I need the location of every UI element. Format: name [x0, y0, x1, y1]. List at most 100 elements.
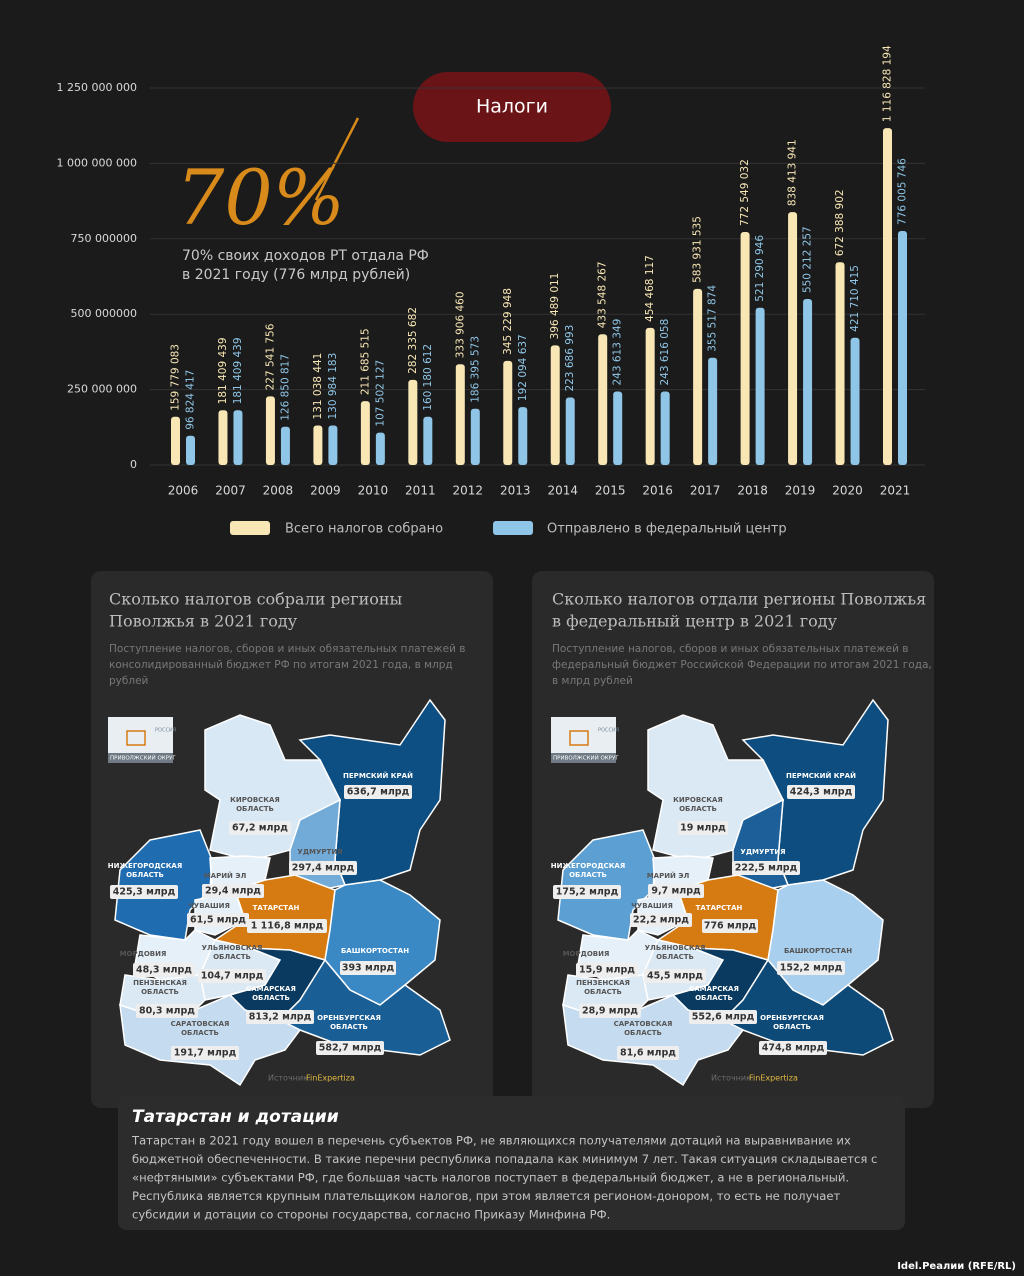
inset-caption-bg [108, 753, 173, 763]
region-value-box [198, 969, 266, 983]
region-name: САМАРСКАЯ [246, 985, 296, 993]
headline-text: 70% своих доходов РТ отдала РФ [182, 248, 429, 264]
region-value: 61,5 млрд [190, 915, 246, 926]
region-value-box [689, 1010, 757, 1024]
bar [280, 426, 290, 465]
region-name: УДМУРТИЯ [297, 848, 342, 856]
region-value-box [110, 885, 178, 899]
bar [265, 396, 275, 465]
region-name: ОБЛАСТЬ [695, 994, 733, 1002]
value-label: 126 850 817 [279, 354, 291, 421]
legend-label: Всего налогов собрано [285, 522, 443, 537]
bar-chart: 0 250 000 000 500 000000 750 000000 1 000 00… [57, 45, 925, 537]
value-label: 282 335 682 [407, 307, 419, 374]
region-name: БАШКОРТОСТАН [341, 947, 409, 955]
bar [360, 401, 370, 465]
bar [550, 345, 560, 465]
value-label: 159 779 083 [170, 344, 182, 411]
bar [708, 357, 718, 465]
note-title: Татарстан и дотации [132, 1107, 339, 1127]
region-name: УЛЬЯНОВСКАЯ [645, 944, 706, 952]
value-label: 181 409 439 [232, 337, 244, 404]
bar [755, 307, 765, 465]
bar [803, 299, 813, 465]
region-name: ОБЛАСТЬ [236, 805, 274, 813]
y-tick-label: 0 [130, 458, 137, 471]
value-label: 521 290 946 [754, 235, 766, 302]
region-value: 222,5 млрд [735, 863, 798, 874]
value-label: 838 413 941 [787, 139, 799, 206]
map-subtitle: рублей [109, 675, 148, 687]
region-value: 104,7 млрд [201, 971, 264, 982]
note-body: Татарстан в 2021 году вошел в перечень с… [131, 1134, 877, 1222]
maps: Сколько налогов собрали регионы Поволжья … [108, 590, 932, 1087]
region-name: ТАТАРСТАН [253, 904, 300, 912]
region-name: БАШКОРТОСТАН [784, 947, 852, 955]
region-value-box [187, 913, 249, 927]
region-value-box [133, 963, 195, 977]
region-name: ОБЛАСТЬ [569, 871, 607, 879]
bar [883, 128, 892, 465]
value-label: 1 116 828 194 [882, 45, 894, 122]
region-value: 474,8 млрд [762, 1043, 825, 1054]
bar [408, 379, 418, 465]
x-tick-label: 2010 [358, 484, 389, 498]
note-line: субсидии и дотации со стороны государств… [132, 1208, 610, 1222]
headline: 70% [176, 153, 345, 242]
value-label: 181 409 439 [217, 337, 229, 404]
value-label: 227 541 756 [264, 323, 276, 390]
y-tick-label: 500 000000 [71, 307, 137, 320]
region-name: УЛЬЯНОВСКАЯ [202, 944, 263, 952]
x-tick-label: 2021 [880, 484, 911, 498]
region-value-box [202, 884, 264, 898]
region-value-box [576, 963, 638, 977]
region-value-box [229, 821, 291, 835]
value-label: 186 395 573 [469, 336, 481, 403]
region-name: КИРОВСКАЯ [673, 796, 723, 804]
inset-country: РОССИЯ [155, 728, 176, 734]
region-value: 9,7 млрд [651, 886, 701, 897]
region-value: 636,7 млрд [347, 787, 410, 798]
credit: Idel.Реалии (RFE/RL) [897, 1261, 1016, 1272]
bar [613, 391, 623, 465]
value-label: 421 710 415 [849, 265, 861, 332]
value-label: 96 824 417 [185, 370, 197, 430]
x-tick-label: 2019 [785, 484, 816, 498]
map-subtitle: федеральный бюджет Российской Федерации … [552, 659, 932, 671]
region-name: ОБЛАСТЬ [656, 953, 694, 961]
region-value-box [136, 1004, 198, 1018]
region-name: ПЕРМСКИЙ КРАЙ [343, 771, 413, 780]
note-line: Татарстан в 2021 году вошел в перечень с… [131, 1134, 851, 1148]
value-label: 192 094 637 [517, 334, 529, 401]
legend-label: Отправлено в федеральный центр [547, 522, 787, 537]
region-value: 67,2 млрд [232, 823, 288, 834]
region-value-box [344, 785, 412, 799]
value-label: 160 180 612 [422, 344, 434, 411]
value-label: 243 616 058 [659, 319, 671, 386]
region-value: 813,2 млрд [249, 1012, 312, 1023]
value-label: 243 613 349 [612, 319, 624, 386]
region-name: МАРИЙ ЭЛ [647, 871, 690, 880]
map-title: Сколько налогов отдали регионы Поволжья [552, 590, 926, 609]
region-value: 15,9 млрд [579, 965, 635, 976]
bar [660, 391, 670, 465]
value-label: 333 906 460 [454, 291, 466, 358]
x-tick-label: 2016 [642, 484, 673, 498]
value-label: 583 931 535 [692, 216, 704, 283]
note-line: бюджетной обеспеченности. В такие перечн… [132, 1152, 877, 1166]
x-tick-label: 2011 [405, 484, 436, 498]
region-value-box [553, 885, 621, 899]
map-title: Сколько налогов собрали регионы [109, 590, 403, 609]
source-label: Источник: [268, 1074, 311, 1083]
x-tick-label: 2017 [690, 484, 721, 498]
region-name: НИЖЕГОРОДСКАЯ [551, 862, 625, 870]
region-name: МОРДОВИЯ [563, 950, 610, 958]
value-label: 355 517 874 [707, 285, 719, 352]
value-label: 345 229 948 [502, 288, 514, 355]
y-tick-label: 750 000000 [71, 232, 137, 245]
region-name: КИРОВСКАЯ [230, 796, 280, 804]
bar [503, 360, 513, 465]
inset-highlight [126, 730, 146, 746]
region-value-box [316, 1041, 384, 1055]
